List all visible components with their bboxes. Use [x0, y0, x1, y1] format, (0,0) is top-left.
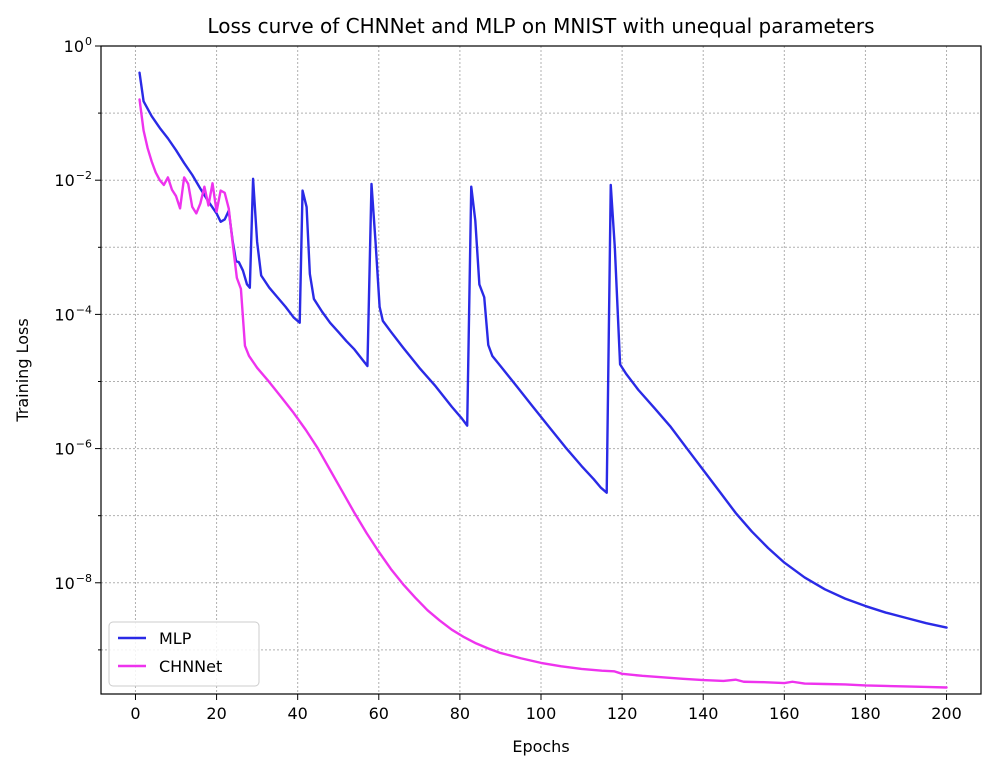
x-tick-label: 20 [206, 704, 226, 723]
x-tick-label: 200 [931, 704, 962, 723]
y-tick-base: 10 [64, 37, 84, 56]
series-group [138, 71, 948, 689]
x-tick-label: 120 [607, 704, 638, 723]
y-axis-label: Training Loss [13, 318, 32, 422]
y-tick-label: −610 [54, 438, 92, 459]
x-tick-label: 40 [288, 704, 308, 723]
y-tick-base: 10 [54, 171, 74, 190]
y-tick-base: 10 [54, 574, 74, 593]
y-tick-label: 010 [64, 35, 92, 56]
x-tick-label: 160 [769, 704, 800, 723]
y-tick-exponent: −2 [76, 169, 92, 182]
y-tick-exponent: −6 [76, 438, 92, 451]
x-axis: 0 20 40 60 80 100 120 140 160 180 200 [130, 694, 962, 723]
grid [101, 45, 981, 694]
legend-label-mlp: MLP [159, 629, 192, 648]
y-tick-exponent: −8 [76, 572, 92, 585]
y-tick-exponent: 0 [85, 35, 92, 48]
series-line-mlp [138, 71, 948, 629]
x-tick-label: 100 [526, 704, 557, 723]
y-tick-base: 10 [54, 305, 74, 324]
legend: MLP CHNNet [108, 621, 260, 687]
x-tick-label: 140 [688, 704, 719, 723]
x-axis-label: Epochs [512, 737, 569, 756]
x-tick-label: 60 [369, 704, 389, 723]
legend-label-chnnet: CHNNet [159, 657, 222, 676]
legend-box [108, 621, 260, 687]
y-tick-label: −410 [54, 303, 92, 324]
series-line-chnnet [138, 98, 948, 689]
x-tick-label: 0 [130, 704, 140, 723]
y-tick-base: 10 [54, 440, 74, 459]
y-tick-label: −210 [54, 169, 92, 190]
y-tick-label: −810 [54, 572, 92, 593]
chart-title: Loss curve of CHNNet and MLP on MNIST wi… [207, 14, 874, 38]
y-tick-exponent: −4 [76, 303, 92, 316]
x-tick-label: 80 [450, 704, 470, 723]
y-axis: 010−210−410−610−810 [54, 35, 101, 651]
x-tick-label: 180 [850, 704, 881, 723]
